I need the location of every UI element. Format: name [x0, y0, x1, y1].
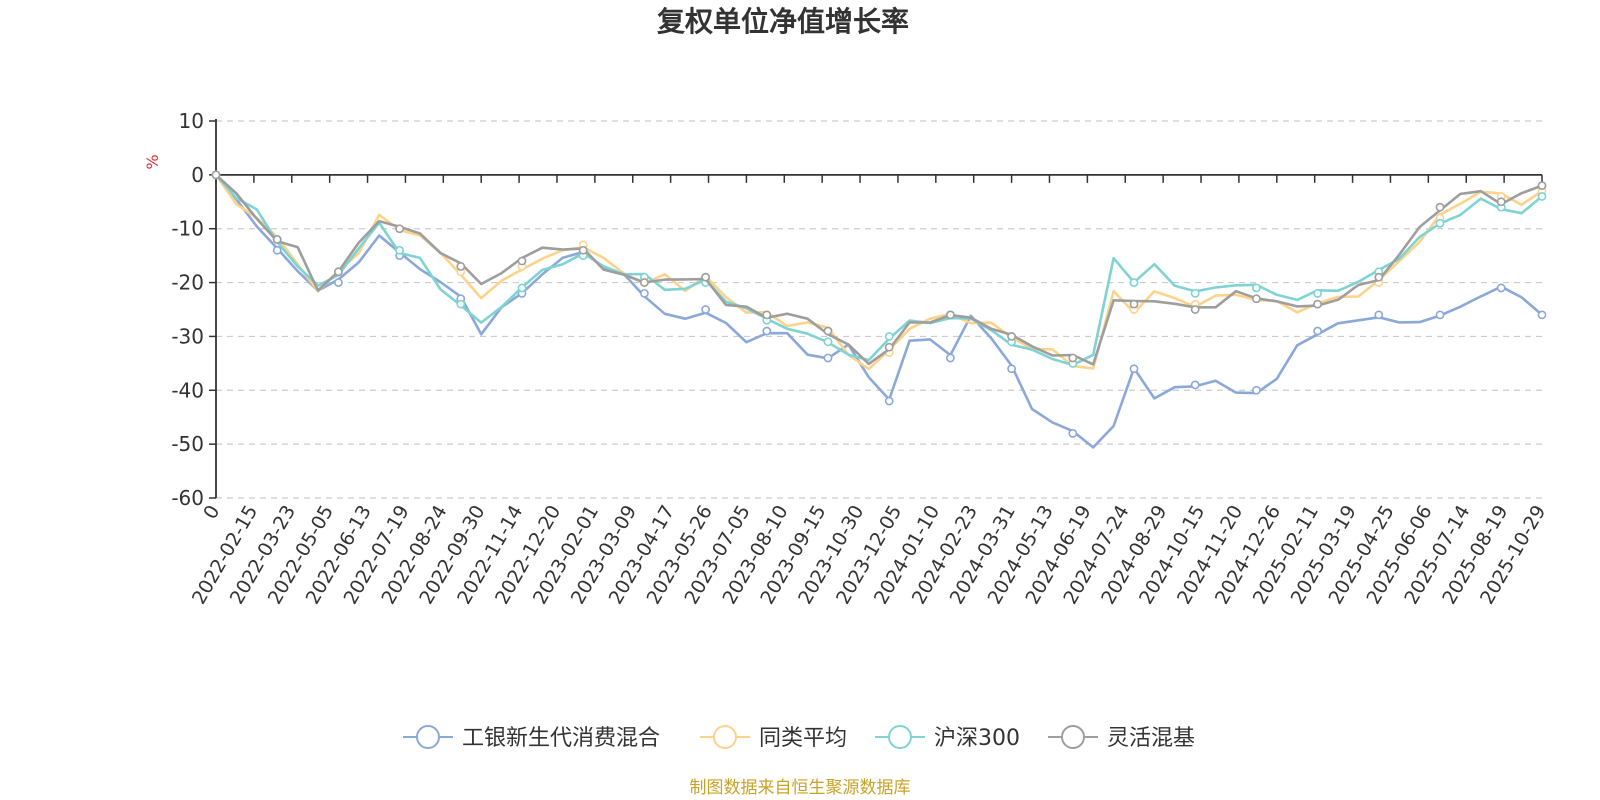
data-point	[1190, 305, 1200, 314]
data-point	[823, 353, 833, 363]
data-point	[1537, 191, 1547, 201]
y-tick-label: -60	[171, 486, 204, 510]
grid-lines	[216, 120, 1542, 499]
data-point	[517, 283, 527, 293]
data-point	[762, 310, 772, 320]
chart-title: 复权单位净值增长率	[657, 5, 909, 38]
data-point	[1068, 353, 1078, 363]
data-point	[1374, 272, 1384, 282]
y-tick-label: -20	[171, 271, 204, 295]
data-point	[1252, 294, 1261, 304]
legend-label: 灵活混基	[1107, 726, 1195, 751]
series-line-1	[215, 174, 1543, 449]
data-point	[946, 310, 955, 320]
data-point	[1435, 218, 1445, 228]
legend-item-2[interactable]: 同类平均	[700, 725, 847, 751]
legend-label: 工银新生代消费混合	[462, 726, 660, 751]
data-point	[1435, 310, 1445, 320]
data-point	[823, 337, 833, 347]
data-point	[1313, 326, 1322, 336]
data-point	[1496, 197, 1506, 207]
legend-circle-icon	[1061, 725, 1085, 749]
data-point	[1435, 202, 1445, 212]
legend-label: 同类平均	[759, 726, 847, 751]
legend-circle-icon	[713, 725, 737, 749]
data-point	[456, 299, 466, 309]
data-point	[1252, 283, 1261, 293]
data-point	[395, 224, 404, 234]
data-point	[640, 288, 649, 298]
data-point	[1252, 385, 1261, 395]
data-point	[333, 267, 343, 277]
data-point	[272, 235, 282, 244]
data-point	[884, 342, 894, 352]
y-axis-unit: %	[143, 154, 162, 169]
series-line-2	[214, 174, 1543, 371]
data-point	[884, 332, 894, 341]
y-tick-label: -30	[171, 324, 204, 348]
data-point	[1068, 428, 1078, 438]
data-point	[1007, 364, 1016, 374]
series-line-3	[215, 174, 1543, 367]
y-tick-label: 0	[191, 163, 204, 187]
legend-item-3[interactable]: 沪深300	[875, 725, 1020, 751]
y-tick-label: 10	[179, 109, 204, 133]
y-tick-label: -10	[171, 217, 204, 241]
y-tick-label: -40	[171, 378, 204, 402]
data-point	[1496, 283, 1506, 293]
data-point	[1537, 181, 1547, 191]
legend-item-1[interactable]: 工银新生代消费混合	[403, 725, 660, 751]
data-point	[1190, 288, 1200, 298]
x-tick-label: 0	[199, 502, 224, 523]
data-point	[211, 170, 221, 180]
legend: 工银新生代消费混合 同类平均 沪深300 灵活混基	[403, 725, 1195, 751]
legend-item-4[interactable]: 灵活混基	[1048, 725, 1195, 751]
data-point	[1190, 380, 1200, 390]
data-point	[517, 256, 527, 266]
data-point	[884, 396, 894, 406]
data-point	[395, 245, 404, 255]
legend-label: 沪深300	[934, 726, 1020, 751]
series-lines	[211, 170, 1547, 449]
data-point	[1374, 310, 1384, 320]
data-point	[1129, 278, 1139, 287]
data-point	[640, 278, 649, 287]
data-point	[701, 272, 710, 282]
data-point	[1129, 299, 1139, 309]
data-point	[1537, 310, 1547, 320]
data-point	[272, 245, 282, 255]
data-point	[823, 326, 833, 336]
data-source-note: 制图数据来自恒生聚源数据库	[690, 778, 911, 798]
data-point	[701, 305, 710, 314]
y-tick-label: -50	[171, 432, 204, 456]
legend-circle-icon	[888, 725, 912, 749]
data-point	[1313, 288, 1322, 298]
data-point	[333, 278, 343, 287]
data-point	[946, 353, 955, 363]
data-point	[578, 245, 588, 255]
data-point	[456, 262, 466, 271]
legend-circle-icon	[416, 725, 440, 749]
data-point	[1129, 364, 1139, 374]
data-point	[1313, 299, 1322, 309]
data-point	[1007, 332, 1016, 341]
data-point	[762, 326, 772, 336]
